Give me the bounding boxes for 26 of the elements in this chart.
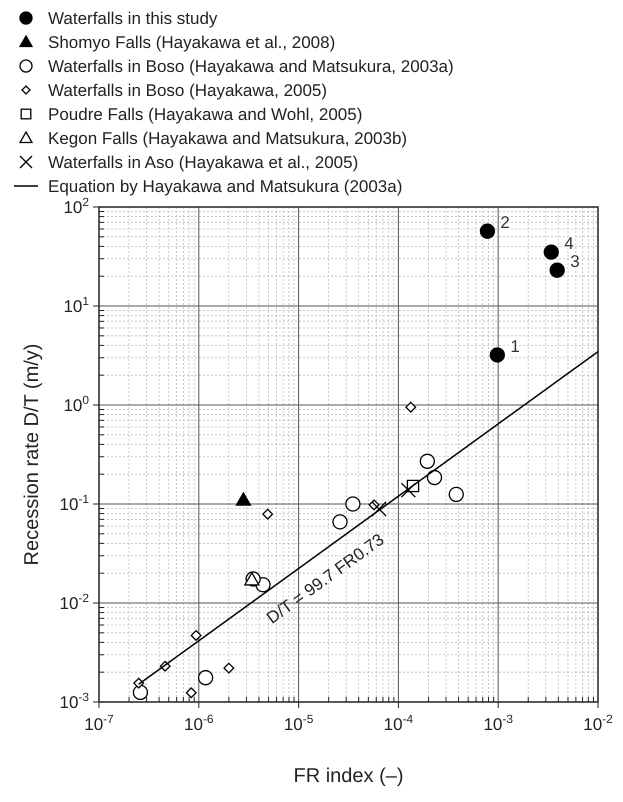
x-tick-label: 10$^{-6}$ — [184, 712, 214, 734]
legend-label: Kegon Falls (Hayakawa and Matsukura, 2003b) — [48, 129, 408, 148]
x-tick-label: 10$^{-3}$ — [483, 712, 514, 734]
y-tick-label: 10$^{-3}$ — [60, 690, 90, 712]
legend-label: Poudre Falls (Hayakawa and Wohl, 2005) — [48, 105, 362, 124]
y-tick-label: 10$^{-2}$ — [60, 591, 90, 613]
x-tick-label: 10$^{-2}$ — [583, 712, 614, 734]
legend-label: Waterfalls in Boso (Hayakawa and Matsukura, 2003a) — [48, 57, 454, 76]
x-tick-label: 10$^{-4}$ — [384, 712, 414, 734]
legend-label: Waterfalls in Aso (Hayakawa et al., 2005) — [48, 153, 358, 172]
x-axis-title: FR index (–) — [293, 765, 404, 787]
y-tick-label: 10$^{2}$ — [63, 195, 90, 217]
annotation: 1 — [510, 336, 520, 356]
x-tick-label: 10$^{-7}$ — [84, 712, 114, 734]
y-tick-label: 10$^{-1}$ — [60, 492, 90, 514]
y-axis-title: Recession rate D/T (m/y) — [21, 344, 43, 566]
x-tick-label: 10$^{-5}$ — [284, 712, 314, 734]
legend-label: Equation by Hayakawa and Matsukura (2003a) — [48, 177, 402, 196]
annotation: 2 — [500, 213, 510, 232]
annotation: 3 — [570, 252, 580, 272]
legend-label: Waterfalls in this study — [48, 9, 218, 28]
y-tick-label: 10$^{1}$ — [63, 294, 90, 316]
annotation: 4 — [564, 234, 574, 254]
legend-label: Shomyo Falls (Hayakawa et al., 2008) — [48, 33, 336, 52]
legend-label: Waterfalls in Boso (Hayakawa, 2005) — [48, 81, 328, 100]
y-tick-label: 10$^{0}$ — [63, 393, 90, 415]
